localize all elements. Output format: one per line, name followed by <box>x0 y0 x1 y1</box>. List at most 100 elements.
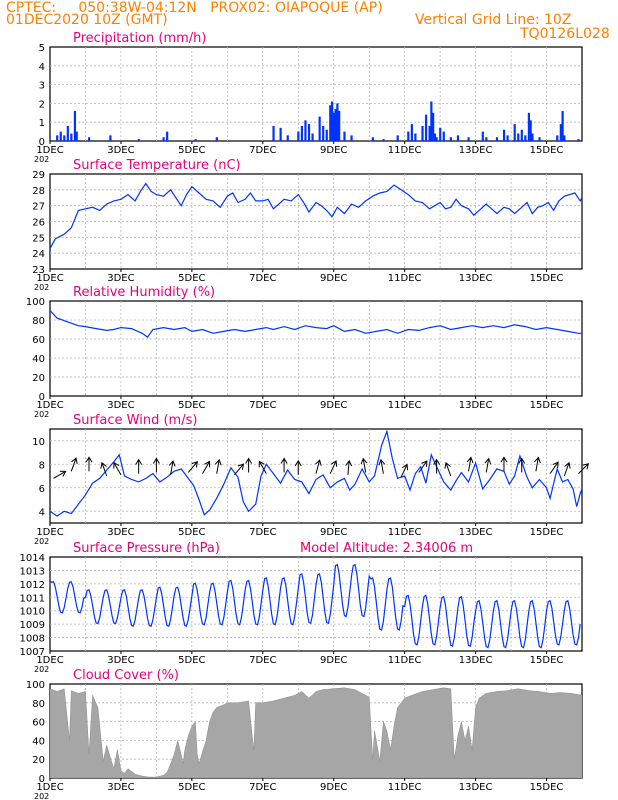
y-tick-label: 1012 <box>20 580 45 591</box>
precip-bar <box>407 131 410 141</box>
wind-arrow-head <box>466 456 474 464</box>
precip-bar <box>330 101 334 141</box>
y-tick-label: 60 <box>32 335 45 346</box>
precip-bar <box>322 125 325 141</box>
precip-bar <box>449 137 452 141</box>
precip-bar <box>332 112 335 141</box>
precip-bar <box>559 124 562 141</box>
y-tick-label: 25 <box>32 233 45 244</box>
x-tick-label: 5DEC <box>178 400 205 411</box>
x-tick-label: 15DEC <box>530 400 564 411</box>
y-tick-label: 20 <box>32 373 45 384</box>
precip-bar <box>435 137 438 141</box>
precip-bar <box>556 135 559 141</box>
precip-bar <box>66 125 69 141</box>
x-year-subscript: 202 <box>34 410 49 419</box>
x-tick-label: 7DEC <box>249 273 276 284</box>
x-tick-label: 9DEC <box>320 527 347 538</box>
wind-arrow-head <box>315 459 322 466</box>
wind-arrow <box>347 460 350 475</box>
precip-bar <box>334 109 337 141</box>
panel-title: Surface Temperature (nC) <box>73 158 241 173</box>
y-tick-label: 0 <box>39 774 45 785</box>
precip-bar <box>433 133 437 141</box>
x-tick-label: 3DEC <box>107 782 134 793</box>
x-tick-label: 3DEC <box>107 145 134 156</box>
precip-bar <box>300 125 304 141</box>
panel-title: Cloud Cover (%) <box>73 668 179 683</box>
panel-4 <box>49 556 583 654</box>
precip-bar <box>529 120 532 141</box>
x-tick-label: 15DEC <box>530 145 564 156</box>
precip-bar <box>430 101 433 141</box>
precip-bar <box>485 137 488 141</box>
precip-bar <box>338 110 341 141</box>
y-tick-label: 24 <box>32 249 45 260</box>
x-tick-label: 3DEC <box>107 655 134 666</box>
y-tick-label: 1009 <box>20 620 45 631</box>
wind-arrow-head <box>100 461 107 469</box>
x-tick-label: 9DEC <box>320 400 347 411</box>
x-tick-label: 1DEC <box>36 527 63 538</box>
precip-bar <box>563 135 566 141</box>
y-tick-label: 28 <box>32 186 45 197</box>
x-tick-label: 7DEC <box>249 145 276 156</box>
precip-bar <box>467 137 470 141</box>
precip-bar <box>63 135 66 141</box>
wind-arrow-head <box>191 461 198 468</box>
wind-arrow <box>202 461 210 474</box>
x-tick-label: 9DEC <box>320 782 347 793</box>
x-tick-label: 15DEC <box>530 273 564 284</box>
y-tick-label: 1014 <box>20 553 45 564</box>
precip-bar <box>215 137 218 141</box>
precip-bar <box>561 110 564 141</box>
x-tick-label: 3DEC <box>107 273 134 284</box>
x-tick-label: 11DEC <box>388 400 422 411</box>
panel-frame <box>49 46 583 142</box>
wind-arrow <box>234 463 244 476</box>
wind-arrow-head <box>204 460 211 468</box>
panel-frame <box>49 556 583 652</box>
precip-bar <box>279 127 282 141</box>
precip-bar <box>439 127 442 141</box>
precip-bar <box>421 125 424 141</box>
precip-bar <box>318 116 321 141</box>
series-line <box>50 563 581 649</box>
y-tick-label: 6 <box>39 484 45 495</box>
precip-bar <box>336 103 339 141</box>
wind-arrow-head <box>168 460 176 467</box>
x-year-subscript: 202 <box>34 537 49 546</box>
x-tick-label: 5DEC <box>178 273 205 284</box>
wind-arrow <box>485 458 490 473</box>
x-tick-label: 9DEC <box>320 273 347 284</box>
wind-arrow-head <box>582 463 590 470</box>
precip-bar <box>527 112 530 141</box>
precip-bar <box>166 131 169 141</box>
cloud-cover-area <box>50 687 582 778</box>
precip-bar <box>75 131 78 141</box>
precip-bar <box>513 124 516 141</box>
wind-arrow-head <box>85 456 93 463</box>
precip-bar <box>70 133 73 141</box>
precip-bar <box>286 135 289 141</box>
precip-bar <box>325 129 328 141</box>
wind-arrow-head <box>294 459 302 467</box>
y-tick-label: 40 <box>32 736 45 747</box>
panel-title: Surface Pressure (hPa) <box>73 541 220 556</box>
y-tick-label: 2 <box>39 99 45 110</box>
precip-bar <box>520 129 523 141</box>
wind-arrow <box>216 459 220 474</box>
panel-5 <box>49 683 583 781</box>
wind-arrow <box>258 461 267 474</box>
precip-bar <box>517 133 520 141</box>
y-tick-label: 29 <box>32 170 45 181</box>
x-tick-label: 15DEC <box>530 527 564 538</box>
y-tick-label: 4 <box>39 62 45 73</box>
wind-arrow <box>549 461 559 474</box>
precip-bar <box>524 135 527 141</box>
x-tick-label: 13DEC <box>459 527 493 538</box>
wind-arrow-head <box>113 461 120 469</box>
panel-frame <box>49 428 583 524</box>
x-tick-label: 11DEC <box>388 655 422 666</box>
x-tick-label: 5DEC <box>178 782 205 793</box>
